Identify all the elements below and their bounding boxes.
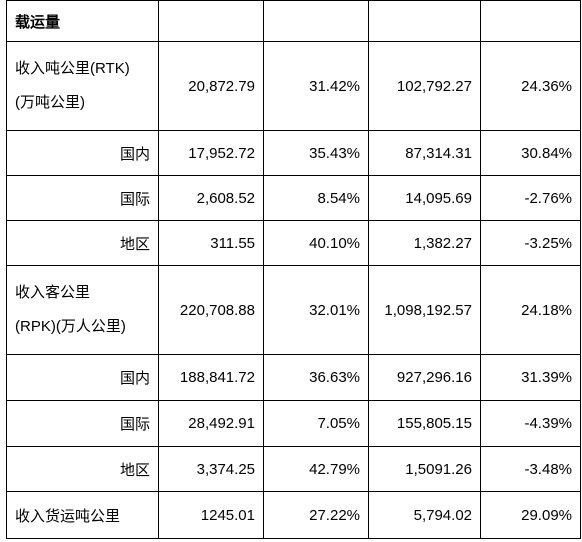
cell-value-1: 2,608.52 (158, 175, 264, 221)
row-label-line1: 收入吨公里(RTK) (15, 60, 130, 77)
cell-value-4: 24.18% (480, 265, 581, 355)
cell-value-4: 31.39% (480, 354, 581, 401)
cell-value-3: 927,296.16 (368, 354, 481, 401)
row-label-line2: (RPK)(万人公里) (15, 318, 126, 335)
cell-value-3: 5,794.02 (368, 491, 481, 539)
cell-value-1: 188,841.72 (158, 354, 264, 401)
empty-header-cell (368, 0, 481, 42)
cell-value-4: 24.36% (480, 41, 581, 131)
cell-value-3: 1,5091.26 (368, 446, 481, 492)
cell-value-4: -3.25% (480, 220, 581, 266)
cell-value-2: 35.43% (263, 130, 369, 176)
cell-value-4: -3.48% (480, 446, 581, 492)
cell-value-4: -4.39% (480, 400, 581, 447)
cell-value-2: 40.10% (263, 220, 369, 266)
cell-value-4: -2.76% (480, 175, 581, 221)
table-row: 地区 3,374.25 42.79% 1,5091.26 -3.48% (6, 446, 581, 492)
row-label: 国内 (6, 354, 159, 401)
cell-value-3: 14,095.69 (368, 175, 481, 221)
cell-value-2: 31.42% (263, 41, 369, 131)
cell-value-1: 3,374.25 (158, 446, 264, 492)
cell-value-2: 32.01% (263, 265, 369, 355)
cell-value-4: 29.09% (480, 491, 581, 539)
cell-value-2: 8.54% (263, 175, 369, 221)
table-row: 国内 17,952.72 35.43% 87,314.31 30.84% (6, 130, 581, 176)
cell-value-1: 311.55 (158, 220, 264, 266)
row-label: 国内 (6, 130, 159, 176)
cell-value-2: 36.63% (263, 354, 369, 401)
table-row: 国际 2,608.52 8.54% 14,095.69 -2.76% (6, 175, 581, 221)
cell-value-3: 87,314.31 (368, 130, 481, 176)
row-label: 国际 (6, 175, 159, 221)
row-label: 国际 (6, 400, 159, 447)
table-header-title: 载运量 (6, 0, 159, 42)
row-label: 地区 (6, 446, 159, 492)
row-label: 收入客公里 (RPK)(万人公里) (6, 265, 159, 355)
cell-value-3: 1,382.27 (368, 220, 481, 266)
table-row: 国内 188,841.72 36.63% 927,296.16 31.39% (6, 354, 581, 401)
table-row: 收入吨公里(RTK) (万吨公里) 20,872.79 31.42% 102,7… (6, 41, 581, 131)
empty-header-cell (263, 0, 369, 42)
table-row: 地区 311.55 40.10% 1,382.27 -3.25% (6, 220, 581, 266)
table-row: 国际 28,492.91 7.05% 155,805.15 -4.39% (6, 400, 581, 447)
row-label-line1: 收入客公里 (15, 284, 91, 301)
cell-value-2: 7.05% (263, 400, 369, 447)
table-row: 收入客公里 (RPK)(万人公里) 220,708.88 32.01% 1,09… (6, 265, 581, 355)
cell-value-1: 220,708.88 (158, 265, 264, 355)
cell-value-1: 17,952.72 (158, 130, 264, 176)
cell-value-3: 102,792.27 (368, 41, 481, 131)
data-table: 载运量 收入吨公里(RTK) (万吨公里) 20,872.79 31.42% 1… (6, 0, 581, 539)
empty-header-cell (480, 0, 581, 42)
cell-value-3: 155,805.15 (368, 400, 481, 447)
table-row: 收入货运吨公里 1245.01 27.22% 5,794.02 29.09% (6, 491, 581, 539)
table-header-row: 载运量 (6, 0, 581, 42)
row-label: 收入货运吨公里 (6, 491, 159, 539)
cell-value-1: 28,492.91 (158, 400, 264, 447)
row-label-line2: (万吨公里) (15, 94, 85, 111)
empty-header-cell (158, 0, 264, 42)
cell-value-1: 1245.01 (158, 491, 264, 539)
cell-value-1: 20,872.79 (158, 41, 264, 131)
cell-value-2: 42.79% (263, 446, 369, 492)
row-label: 地区 (6, 220, 159, 266)
cell-value-2: 27.22% (263, 491, 369, 539)
cell-value-3: 1,098,192.57 (368, 265, 481, 355)
row-label: 收入吨公里(RTK) (万吨公里) (6, 41, 159, 131)
cell-value-4: 30.84% (480, 130, 581, 176)
